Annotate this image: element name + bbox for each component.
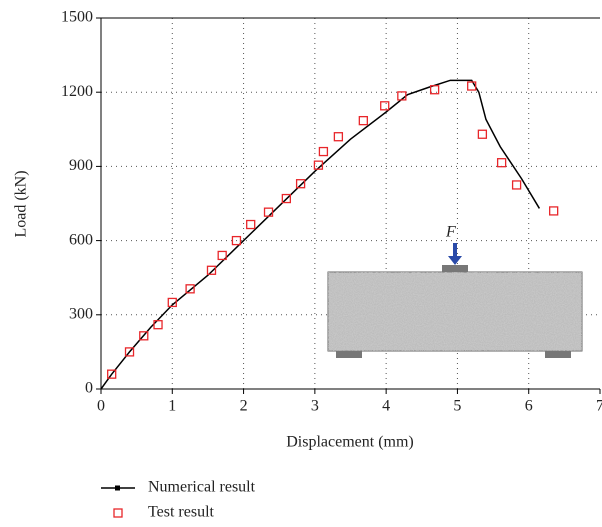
x-tick-label: 0 [97, 398, 105, 415]
marker [511, 180, 522, 190]
marker [263, 207, 274, 217]
marker [281, 193, 291, 204]
y-tick-label: 1500 [61, 9, 93, 26]
legend-marker [115, 485, 120, 491]
x-tick-label: 7 [596, 398, 602, 415]
marker [107, 369, 117, 379]
legend-label: Test result [148, 504, 215, 521]
marker [467, 81, 477, 91]
marker [333, 132, 344, 142]
marker [167, 297, 177, 308]
y-axis-label: Load (kN) [13, 170, 30, 237]
support [336, 351, 362, 358]
support [545, 351, 571, 358]
marker [139, 331, 149, 341]
x-tick-label: 6 [525, 398, 533, 415]
legend-marker [113, 508, 123, 518]
x-tick-label: 5 [453, 398, 461, 415]
marker [295, 179, 306, 189]
load-plate [442, 265, 468, 272]
marker [313, 160, 324, 170]
marker [217, 250, 227, 261]
marker [153, 320, 163, 330]
beam-texture [328, 272, 582, 351]
marker [549, 206, 559, 216]
x-tick-label: 1 [168, 398, 176, 415]
x-tick-label: 4 [382, 398, 390, 415]
marker [380, 101, 390, 111]
beam-inset: F [327, 224, 583, 358]
marker [496, 158, 507, 168]
x-tick-label: 2 [240, 398, 248, 415]
y-tick-label: 600 [69, 231, 93, 248]
y-tick-label: 300 [69, 305, 93, 322]
force-label: F [445, 224, 456, 241]
x-tick-label: 3 [311, 398, 319, 415]
legend-label: Numerical result [148, 479, 256, 496]
marker [397, 91, 407, 101]
marker [477, 129, 488, 139]
y-tick-label: 0 [85, 380, 93, 397]
marker [358, 115, 368, 126]
marker [124, 347, 135, 357]
marker [318, 146, 329, 157]
load-arrow-head [448, 256, 462, 265]
y-tick-label: 900 [69, 157, 93, 174]
marker [246, 219, 256, 230]
x-axis-label: Displacement (mm) [286, 434, 414, 451]
y-tick-label: 1200 [61, 83, 93, 100]
marker [231, 235, 242, 246]
marker [185, 284, 195, 294]
marker [206, 265, 217, 275]
marker [429, 85, 440, 95]
